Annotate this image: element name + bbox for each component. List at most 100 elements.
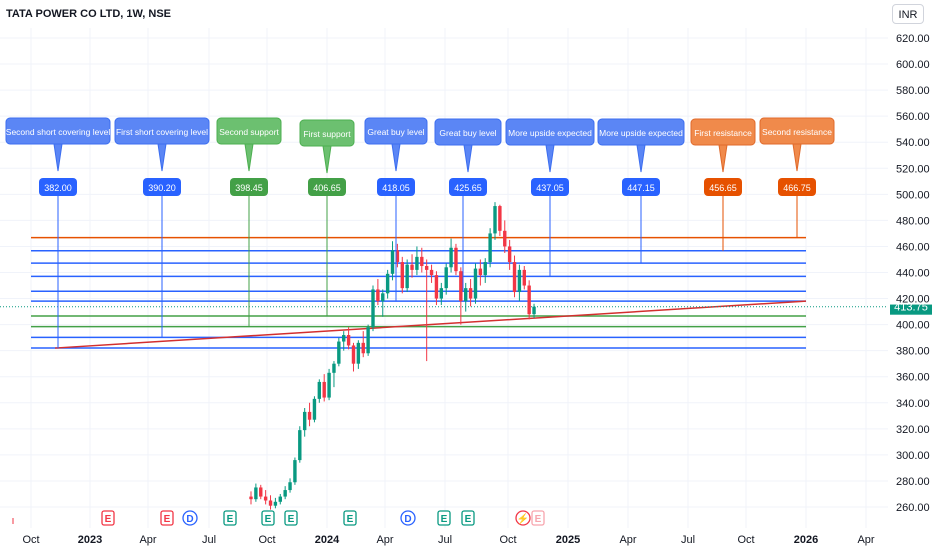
x-tick-label: Oct xyxy=(499,534,516,546)
candle-body xyxy=(376,289,380,302)
earnings-marker-glyph: E xyxy=(227,514,234,525)
candle-body xyxy=(454,247,458,272)
x-tick-label: Jul xyxy=(202,534,216,546)
grid xyxy=(0,28,888,528)
value-box xyxy=(622,178,660,196)
callout-label: Second resistance xyxy=(762,127,832,137)
x-tick-label: Jul xyxy=(438,534,452,546)
y-tick-label: 420.00 xyxy=(896,294,930,306)
candle-body xyxy=(337,341,341,364)
candle-body xyxy=(449,247,453,268)
x-tick-label: Oct xyxy=(737,534,754,546)
candle-body xyxy=(532,306,536,315)
callout-pointer xyxy=(718,144,728,173)
callout-label: Great buy level xyxy=(367,127,424,137)
callout-pointer xyxy=(792,143,802,172)
annotations: Second short covering level 382.00 First s… xyxy=(5,117,835,349)
event-markers: E E D E E E E D E E ⚡ E xyxy=(12,510,545,526)
candle-body xyxy=(302,411,307,431)
candle-body xyxy=(507,246,512,263)
candle-body xyxy=(429,269,434,276)
dividend-marker-glyph: D xyxy=(404,514,411,525)
y-axis: 620.00 600.00 580.00 560.00 540.00 520.00 500.… xyxy=(890,33,932,514)
value-box xyxy=(143,178,181,196)
callout-pointer xyxy=(53,143,63,172)
x-tick-label: Apr xyxy=(139,534,156,546)
value-label: 437.05 xyxy=(536,183,564,193)
candle-body xyxy=(366,327,370,354)
candle-body xyxy=(278,496,282,502)
candle-body xyxy=(385,273,390,294)
value-box xyxy=(778,178,816,196)
callout-label: More upside expected xyxy=(508,128,592,138)
earnings-marker xyxy=(343,510,357,526)
value-label: 406.65 xyxy=(313,183,341,193)
candle-body xyxy=(249,496,253,500)
callout-pointer xyxy=(391,143,401,172)
candlestick-series xyxy=(249,202,536,510)
y-tick-label: 500.00 xyxy=(896,189,930,201)
candle-body xyxy=(327,372,331,398)
dividend-marker xyxy=(400,510,416,526)
candle-body xyxy=(259,487,263,497)
candle-body xyxy=(317,381,322,399)
callout-pointer xyxy=(636,144,646,173)
candle-body xyxy=(483,262,487,276)
candle-body xyxy=(512,262,517,293)
candle-body xyxy=(322,381,326,398)
dividend-marker xyxy=(182,510,198,526)
candle-body xyxy=(390,250,395,274)
y-tick-label: 520.00 xyxy=(896,163,930,175)
candle-body xyxy=(468,288,473,299)
candle-body xyxy=(356,342,361,364)
candle-body xyxy=(503,230,507,247)
x-tick-label: 2023 xyxy=(78,534,102,546)
earnings-marker xyxy=(531,510,545,526)
callout-label: First short covering level xyxy=(116,127,208,137)
candle-body xyxy=(464,288,468,302)
candle-body xyxy=(444,267,448,289)
y-tick-label: 280.00 xyxy=(896,476,930,488)
value-box xyxy=(704,178,742,196)
x-tick-label: Oct xyxy=(258,534,275,546)
value-box xyxy=(449,178,487,196)
candle-body xyxy=(293,460,297,483)
y-tick-label: 320.00 xyxy=(896,424,930,436)
y-tick-label: 580.00 xyxy=(896,85,930,97)
callout-pointer xyxy=(463,144,473,173)
earnings-marker xyxy=(223,510,237,526)
y-tick-label: 560.00 xyxy=(896,111,930,123)
split-icon xyxy=(515,510,531,526)
candle-body xyxy=(493,206,497,234)
callout-label: First support xyxy=(303,129,351,139)
candle-body xyxy=(307,411,312,420)
currency-button[interactable]: INR xyxy=(892,4,924,24)
x-tick-label: Jul xyxy=(681,534,695,546)
candle-body xyxy=(254,487,258,500)
y-tick-label: 400.00 xyxy=(896,320,930,332)
candle-body xyxy=(473,268,478,299)
axis-mask xyxy=(890,292,932,305)
trendline xyxy=(54,300,807,349)
candle-body xyxy=(439,288,444,299)
y-tick-label: 380.00 xyxy=(896,346,930,358)
x-tick-label: Oct xyxy=(22,534,39,546)
earnings-marker xyxy=(437,510,451,526)
value-label: 447.15 xyxy=(627,183,655,193)
callout-label: Second short covering level xyxy=(6,127,111,137)
callout-label: Great buy level xyxy=(439,128,496,138)
earnings-marker-glyph: E xyxy=(265,514,272,525)
earnings-marker xyxy=(461,510,475,526)
value-box xyxy=(308,178,346,196)
candle-body xyxy=(434,275,439,299)
candle-body xyxy=(332,363,336,373)
value-label: 390.20 xyxy=(148,183,176,193)
candle-body xyxy=(459,271,463,302)
earnings-marker-glyph: E xyxy=(465,514,472,525)
y-tick-label: 620.00 xyxy=(896,33,930,45)
callout-label: First resistance xyxy=(694,128,752,138)
chart-title: TATA POWER CO LTD, 1W, NSE xyxy=(6,8,171,20)
y-tick-label: 540.00 xyxy=(896,137,930,149)
earnings-marker xyxy=(261,510,275,526)
